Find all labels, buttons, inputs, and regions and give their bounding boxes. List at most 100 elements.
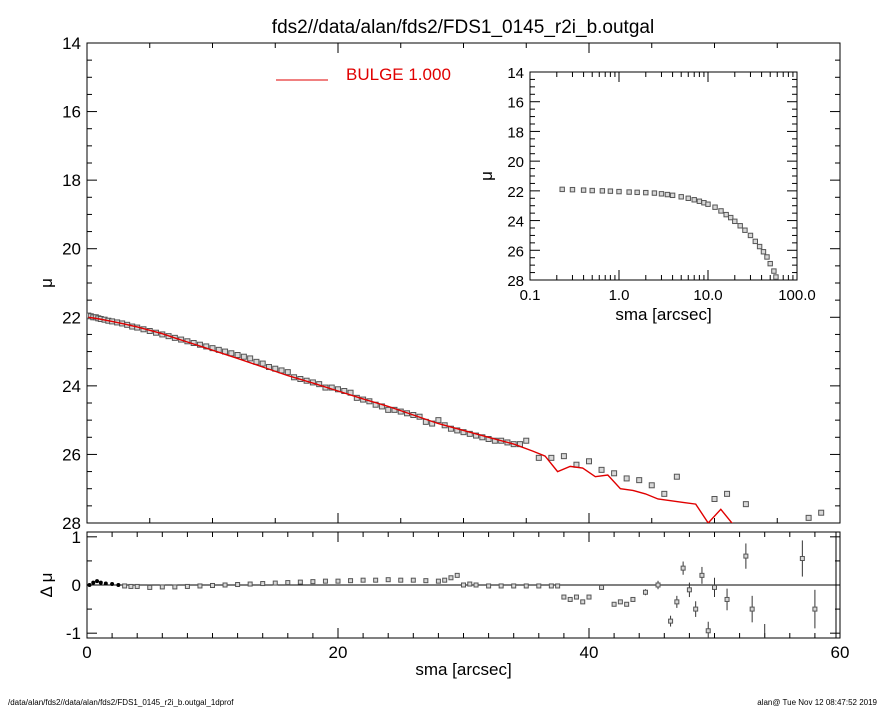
residual-point (498, 583, 504, 589)
inset-data-point (737, 223, 743, 229)
inset-data-point (696, 198, 703, 204)
inset-data-point (669, 192, 676, 199)
residual-point (310, 579, 316, 585)
inset-y-tick-label: 18 (507, 124, 524, 141)
data-point (234, 352, 241, 358)
data-point (724, 490, 731, 497)
residual-x-tick-label: 0 (82, 643, 91, 662)
data-point (586, 458, 592, 465)
inset-x-tick-label: 100.0 (778, 287, 816, 304)
data-point (473, 432, 480, 439)
residual-point (567, 596, 573, 602)
inset-data-point (718, 208, 724, 214)
inset-data-point (691, 197, 697, 203)
data-point (548, 454, 555, 461)
residual-point (611, 601, 617, 607)
inset-data-point (764, 254, 770, 260)
data-point (818, 509, 825, 516)
data-point (523, 437, 530, 444)
residual-point (385, 577, 391, 583)
residual-x-tick-label: 40 (580, 643, 599, 662)
inset-data-point (685, 195, 691, 201)
data-point (435, 417, 442, 424)
inset-data-point (678, 194, 684, 200)
residual-point (536, 583, 542, 589)
inset-data-point (712, 204, 718, 210)
residual-point (668, 618, 674, 624)
main-chart: 14 16 18 20 22 24 26 28 μ BULGE 1.000 (37, 34, 841, 533)
residual-point (172, 584, 178, 590)
data-point (460, 429, 467, 436)
inset-data-point (569, 186, 576, 193)
inset-data-point (589, 187, 595, 194)
data-point (247, 355, 254, 362)
main-y-tick-label: 16 (62, 103, 81, 122)
data-point (203, 343, 210, 350)
inset-data-point (767, 260, 773, 267)
inset-data-point (634, 189, 640, 196)
residual-point (724, 596, 730, 602)
residual-y-tick-label: 0 (72, 576, 81, 595)
inset-data-point (747, 232, 754, 239)
residual-point (799, 556, 805, 561)
residual-point (128, 583, 134, 589)
footer-timestamp: alan@ Tue Nov 12 08:47:52 2019 (757, 698, 877, 707)
inset-y-tick-label: 26 (507, 243, 524, 260)
data-point (805, 514, 812, 521)
residual-point (322, 578, 328, 584)
residual-point (473, 582, 479, 588)
residual-y-axis-title: Δ μ (37, 573, 56, 598)
main-y-tick-label: 24 (62, 377, 81, 396)
residual-point (686, 587, 692, 593)
data-point (598, 466, 605, 473)
data-point (623, 475, 630, 482)
residual-point (435, 578, 441, 584)
data-point (284, 369, 291, 376)
residual-point (743, 553, 749, 559)
main-plot-area (87, 312, 825, 523)
inset-data-point (723, 211, 729, 218)
inset-data-point (705, 201, 711, 207)
footer-filename: /data/alan/fds2//data/alan/fds2/FDS1_014… (8, 698, 234, 707)
data-point (711, 496, 718, 502)
inset-data-point (752, 238, 759, 245)
residual-point (98, 580, 103, 585)
residual-point (630, 596, 636, 602)
residual-point (448, 575, 454, 581)
chart-title: fds2//data/alan/fds2/FDS1_0145_r2i_b.out… (272, 17, 654, 38)
residual-point (260, 581, 266, 587)
residual-point (655, 582, 661, 588)
residual-x-axis-title: sma [arcsec] (415, 660, 511, 679)
residual-y-tick-label: 1 (72, 528, 81, 547)
residual-point (624, 601, 630, 607)
main-y-tick-label: 28 (62, 514, 81, 533)
inset-x-tick-label: 1.0 (609, 287, 630, 304)
residual-point (511, 583, 517, 589)
inset-plot-area (559, 186, 779, 280)
inset-data-point (756, 243, 763, 250)
data-point (742, 501, 749, 508)
residual-point (147, 584, 153, 590)
residual-point (247, 581, 253, 587)
residual-point (599, 584, 605, 590)
inset-background (530, 72, 797, 280)
residual-point (184, 583, 190, 589)
main-y-tick-label: 14 (62, 34, 81, 53)
residual-point (398, 577, 404, 583)
residual-point (699, 572, 705, 578)
residual-point (812, 606, 818, 612)
residual-point (617, 599, 623, 605)
inset-data-point (664, 191, 671, 198)
inset-data-point (599, 188, 606, 194)
data-point (648, 482, 655, 489)
inset-y-tick-label: 20 (507, 154, 524, 171)
inset-x-axis-title: sma [arcsec] (615, 305, 711, 324)
residual-point (272, 580, 278, 586)
data-point (454, 427, 461, 434)
main-y-tick-label: 18 (62, 171, 81, 190)
residual-point (423, 578, 429, 584)
residual-point (749, 606, 755, 612)
main-y-axis-title: μ (37, 278, 56, 288)
residual-point (335, 578, 341, 584)
